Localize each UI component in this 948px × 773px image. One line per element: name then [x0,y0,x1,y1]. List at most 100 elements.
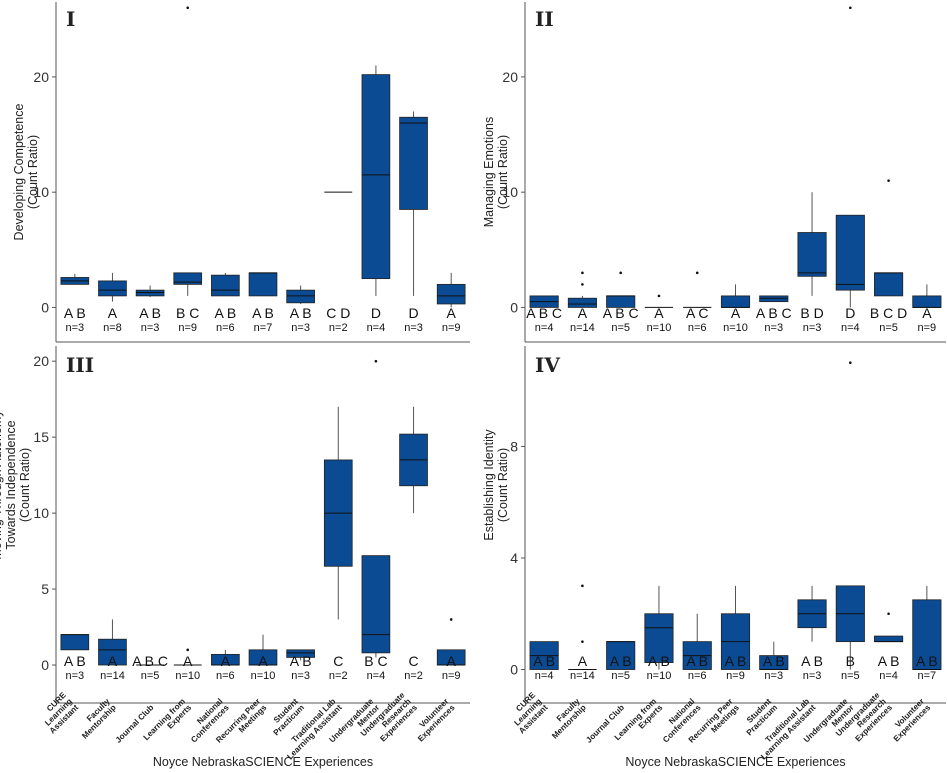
y-axis-label-line: Managing Emotions [482,117,496,227]
box-iqr [874,272,904,297]
x-axis-title: Noyce NebraskaSCIENCE Experiences [625,755,845,769]
box-iqr [606,641,636,670]
group-letter: B C D [870,305,907,321]
sample-count: n=3 [764,670,783,682]
box-11 [912,585,942,671]
group-letter: A [108,653,118,669]
box-9 [361,65,391,296]
outlier-point [374,359,378,363]
y-tick-label: 20 [502,69,518,85]
box-5 [683,271,712,308]
box-3 [606,271,636,308]
box-iqr [436,283,466,305]
group-letter: A B [763,653,785,669]
box-9 [361,359,391,658]
group-letter: A [221,653,231,669]
box-iqr [286,289,315,304]
box-iqr [361,74,391,280]
box-2 [98,272,127,302]
sample-count: n=3 [764,322,783,334]
box-2 [568,584,597,671]
chart-panel-3: 0 5 10 15 20 Moving Through AutonomyTowards I… [0,346,470,769]
box-iqr [361,555,391,654]
y-tick-label: 0 [510,299,518,315]
box-7 [759,641,789,671]
y-axis-label: Managing Emotions(Count Ratio) [482,117,510,227]
group-letter: A [731,305,741,321]
box-2 [567,271,597,308]
group-letter: A B [139,305,161,321]
sample-count: n=6 [688,322,707,334]
box-3 [606,641,636,670]
box-10 [874,612,904,643]
y-tick-label: 10 [33,505,49,521]
outlier-point [186,648,190,652]
group-letter: A [654,305,664,321]
group-letter: A B [686,653,708,669]
y-axis-label: Moving Through AutonomyTowards Independe… [0,410,32,560]
group-letter: B D [800,305,823,321]
outlier-point [695,271,699,275]
group-letter: A B [290,653,312,669]
outlier-point [887,612,890,616]
outlier-point [581,584,584,588]
panel-label: II [535,7,554,31]
group-letter: D [371,305,381,321]
box-7 [759,295,789,303]
outlier-point [849,361,852,365]
chart-panel-1: 0 10 20 Developing Competence(Count Ratio) I… [12,2,470,343]
y-tick-label: 8 [510,438,518,454]
box-11 [436,618,466,666]
chart-panel-2: 0 10 20 Managing Emotions(Count Ratio) II A B… [482,2,946,343]
y-tick-label: 0 [510,662,518,678]
box-6 [720,585,751,670]
sample-count: n=3 [291,322,310,334]
box-4 [644,294,674,308]
box-5 [682,613,712,670]
group-letter: C [333,653,343,669]
sample-count: n=4 [841,322,860,334]
box-11 [912,284,942,308]
box-iqr [644,613,674,663]
y-tick-label: 10 [33,184,49,200]
outlier-point [581,283,584,286]
y-axis-label: Developing Competence(Count Ratio) [12,104,40,241]
box-7 [286,285,315,304]
group-letter: A B [214,305,236,321]
box-11 [436,272,466,308]
sample-count: n=2 [329,322,348,334]
y-axis-label: Establishing Identity(Count Ratio) [482,429,510,541]
sample-count: n=10 [647,322,672,334]
box-iqr [874,635,904,643]
sample-count: n=3 [803,670,822,682]
group-letter: A B [916,653,938,669]
sample-count: n=5 [841,670,860,682]
box-iqr [286,649,315,658]
group-letter: A B [64,653,86,669]
group-letter: A [447,305,457,321]
group-letter: A [922,305,932,321]
box-iqr [98,638,127,666]
box-iqr [248,272,278,297]
outlier-point [581,271,584,275]
box-1 [60,634,90,651]
sample-count: n=9 [442,322,461,334]
sample-count: n=4 [879,670,898,682]
box-iqr [567,297,597,308]
box-5 [211,272,240,297]
sample-count: n=4 [367,322,386,334]
group-letter: A B [64,305,86,321]
y-axis-label-line: (Count Ratio) [496,448,510,522]
sample-count: n=6 [216,670,235,682]
category-label: CURELearningAssistant [35,690,80,735]
box-iqr [135,289,165,297]
group-letter: A [183,653,193,669]
group-letter: B C [364,653,387,669]
sample-count: n=14 [100,670,125,682]
y-tick-label: 20 [33,69,49,85]
y-axis-label-line: (Count Ratio) [496,135,510,209]
sample-count: n=4 [535,322,554,334]
group-letter: A [258,653,268,669]
